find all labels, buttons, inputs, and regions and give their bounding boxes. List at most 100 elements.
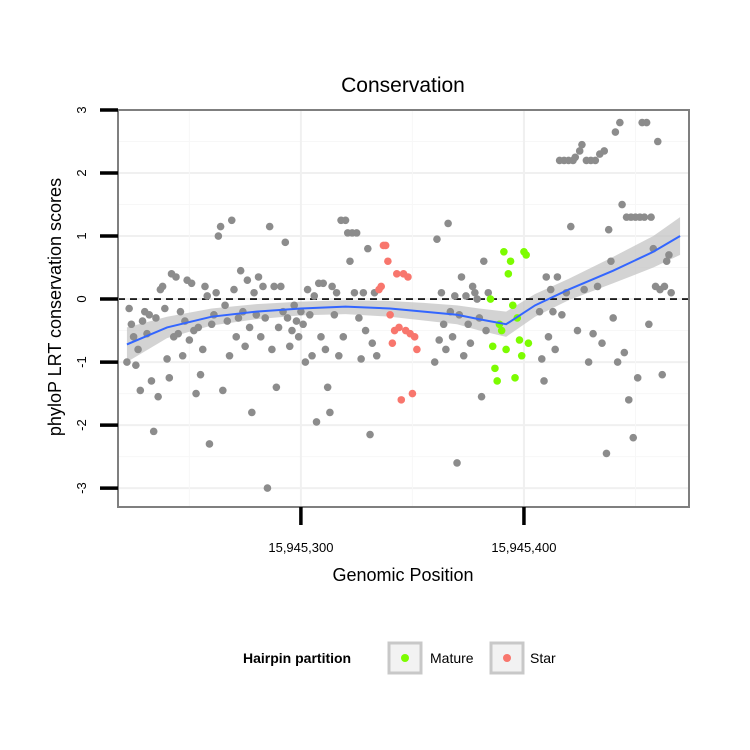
legend-label-star: Star [530, 650, 556, 666]
data-point-mature [488, 342, 497, 351]
data-point-other [613, 358, 622, 366]
data-point-star [377, 282, 385, 291]
data-point-other [468, 282, 477, 291]
legend-label-mature: Mature [430, 650, 474, 666]
data-point-star [388, 339, 397, 347]
data-point-other [308, 351, 316, 360]
data-point-mature [486, 295, 495, 303]
data-point-other [312, 418, 321, 426]
data-point-other [330, 311, 339, 319]
data-point-other [357, 355, 365, 363]
data-point-other [214, 232, 223, 240]
data-point-star [413, 345, 421, 354]
data-point-other [138, 317, 147, 325]
data-point-other [335, 351, 343, 360]
data-point-other [123, 358, 131, 366]
data-point-other [145, 311, 154, 319]
data-point-other [435, 336, 443, 344]
data-point-other [285, 342, 294, 351]
data-point-other [221, 301, 229, 310]
y-tick-label: 3 [74, 106, 89, 113]
data-point-other [192, 389, 200, 398]
data-point-other [265, 222, 274, 231]
data-point-other [174, 329, 183, 338]
data-point-other [198, 345, 207, 354]
chart-title: Conservation [341, 74, 465, 97]
data-point-mature [504, 270, 513, 278]
data-point-other [437, 288, 446, 297]
data-point-other [464, 320, 472, 329]
data-point-other [352, 229, 361, 237]
data-point-other [359, 288, 368, 297]
data-point-other [303, 285, 312, 294]
data-point-other [219, 386, 227, 395]
data-point-other [152, 314, 160, 322]
data-point-other [310, 292, 319, 300]
data-point-mature [515, 336, 524, 344]
legend: Hairpin partition Mature Star [243, 641, 556, 675]
data-point-mature [511, 374, 519, 382]
data-point-other [662, 257, 671, 266]
y-axis-title: phyloP LRT conservation scores [45, 178, 65, 436]
data-point-other [272, 383, 281, 392]
data-point-other [212, 288, 220, 297]
data-point-other [127, 320, 136, 329]
data-point-other [616, 118, 624, 127]
data-point-other [553, 273, 562, 281]
data-point-other [642, 118, 651, 127]
smooth-trend [126, 235, 681, 346]
data-point-mature [522, 251, 530, 259]
data-point-other [277, 282, 285, 291]
data-point-mature [491, 364, 499, 373]
data-point-other [647, 213, 655, 221]
data-point-other [573, 326, 582, 335]
data-point-other [604, 225, 613, 234]
data-point-other [332, 288, 341, 297]
data-point-other [223, 317, 232, 325]
data-point-other [243, 276, 252, 284]
data-point-other [259, 282, 267, 291]
data-point-other [372, 351, 381, 360]
data-point-other [290, 301, 299, 310]
data-point-other [484, 288, 493, 297]
data-point-other [473, 295, 481, 303]
data-point-other [132, 361, 140, 370]
data-point-other [566, 222, 575, 231]
data-point-other [611, 128, 620, 136]
x-axis: 15,945,300 15,945,400 [268, 507, 556, 555]
x-axis-title: Genomic Position [332, 565, 473, 585]
data-point-other [575, 147, 584, 155]
data-point-other [196, 370, 205, 379]
data-point-star [397, 396, 406, 404]
data-point-other [364, 244, 372, 253]
data-point-other [571, 153, 580, 162]
data-point-other [236, 266, 245, 275]
data-point-other [549, 307, 557, 316]
data-point-other [645, 320, 653, 329]
data-point-other [448, 333, 457, 341]
data-point-other [297, 307, 305, 316]
data-point-other [252, 311, 261, 319]
data-point-other [274, 323, 283, 332]
data-point-other [301, 358, 310, 366]
data-point-other [346, 257, 354, 266]
plot-border [117, 109, 690, 508]
data-point-other [321, 345, 330, 354]
data-point-other [665, 251, 673, 259]
data-point-other [147, 377, 156, 385]
legend-dot-star [503, 654, 511, 662]
data-point-other [172, 273, 180, 281]
data-point-other [306, 311, 314, 319]
data-point-other [326, 408, 334, 417]
data-point-star [393, 270, 401, 278]
data-point-other [254, 273, 263, 281]
data-point-other [640, 213, 649, 221]
plot-panel [117, 109, 690, 508]
data-point-other [366, 430, 374, 439]
data-point-other [653, 137, 662, 146]
data-point-other [194, 323, 203, 332]
data-point-star [395, 323, 403, 332]
y-tick-label: 1 [74, 232, 89, 239]
data-point-other [658, 370, 667, 379]
